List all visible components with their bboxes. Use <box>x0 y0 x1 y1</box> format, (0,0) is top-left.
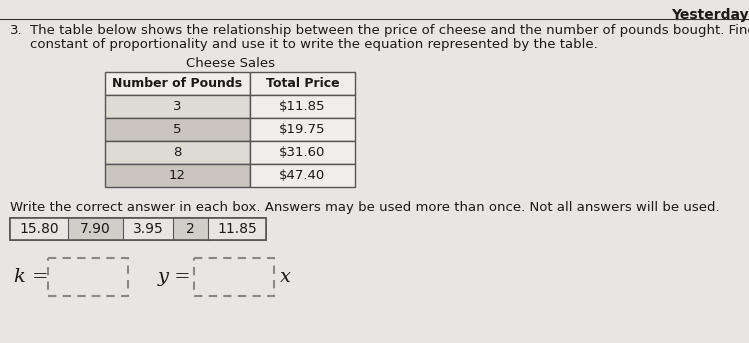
Text: Total Price: Total Price <box>266 77 339 90</box>
Text: x: x <box>280 268 291 286</box>
Text: $31.60: $31.60 <box>279 146 326 159</box>
Text: k =: k = <box>14 268 49 286</box>
Bar <box>250 118 355 141</box>
Bar <box>105 141 250 164</box>
Bar <box>173 218 208 240</box>
Text: 12: 12 <box>169 169 186 182</box>
Text: Write the correct answer in each box. Answers may be used more than once. Not al: Write the correct answer in each box. An… <box>10 201 720 214</box>
Bar <box>10 218 266 240</box>
Text: 2: 2 <box>186 222 195 236</box>
Text: 5: 5 <box>173 123 182 136</box>
Bar <box>105 118 250 141</box>
Text: y =: y = <box>158 268 192 286</box>
Text: $19.75: $19.75 <box>279 123 326 136</box>
Text: 3.: 3. <box>10 24 22 37</box>
Text: 8: 8 <box>173 146 182 159</box>
Bar <box>250 164 355 187</box>
Text: $47.40: $47.40 <box>279 169 326 182</box>
Bar <box>68 218 123 240</box>
Bar <box>250 95 355 118</box>
Text: 11.85: 11.85 <box>217 222 257 236</box>
Text: Number of Pounds: Number of Pounds <box>112 77 243 90</box>
Text: The table below shows the relationship between the price of cheese and the numbe: The table below shows the relationship b… <box>30 24 749 37</box>
Bar <box>194 258 274 296</box>
Bar <box>105 164 250 187</box>
Bar <box>10 218 68 240</box>
Text: Yesterday: Yesterday <box>671 8 749 22</box>
Bar <box>123 218 173 240</box>
Text: 3.95: 3.95 <box>133 222 163 236</box>
Bar <box>105 72 250 95</box>
Text: Cheese Sales: Cheese Sales <box>186 57 274 70</box>
Bar <box>48 258 128 296</box>
Bar <box>10 218 266 240</box>
Text: 15.80: 15.80 <box>19 222 59 236</box>
Text: constant of proportionality and use it to write the equation represented by the : constant of proportionality and use it t… <box>30 38 598 51</box>
Bar <box>105 95 250 118</box>
Bar <box>208 218 266 240</box>
Bar <box>250 141 355 164</box>
Bar <box>250 72 355 95</box>
Text: 7.90: 7.90 <box>80 222 111 236</box>
Text: 3: 3 <box>173 100 182 113</box>
Text: $11.85: $11.85 <box>279 100 326 113</box>
